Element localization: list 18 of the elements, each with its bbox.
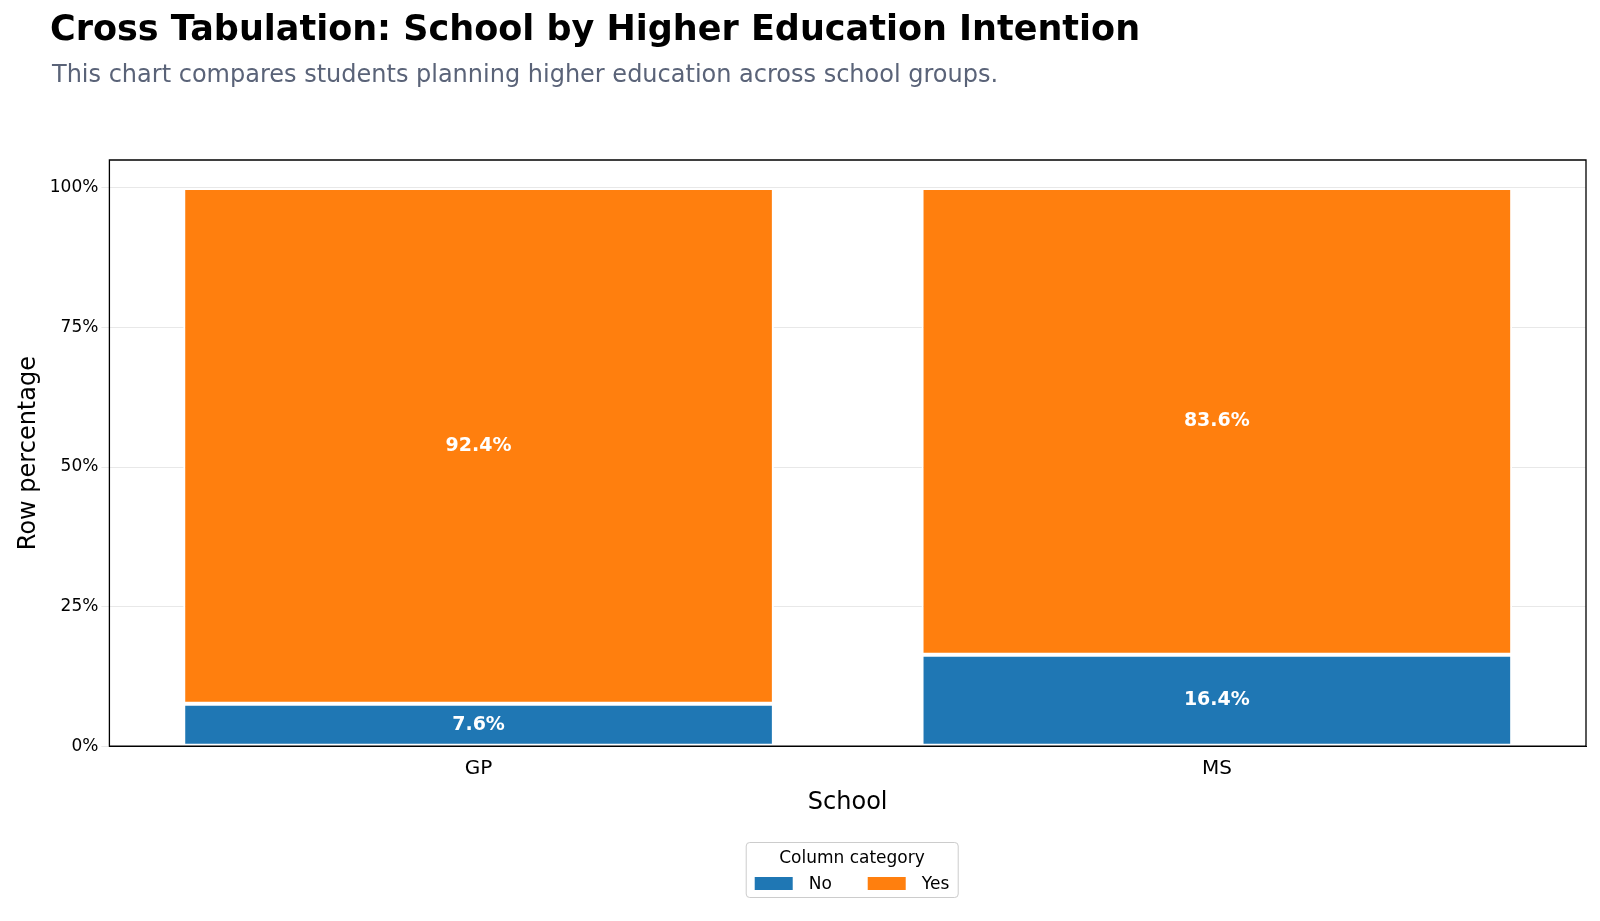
y-tick-label: 0% (71, 734, 99, 755)
legend-label: Yes (921, 873, 950, 893)
data-label: 92.4% (445, 432, 512, 455)
y-tick-label: 75% (60, 315, 99, 336)
chart-title: Cross Tabulation: School by Higher Education Intention (50, 8, 1141, 48)
legend-label: No (808, 873, 832, 893)
y-tick-label: 50% (60, 455, 99, 476)
y-tick-label: 100% (49, 176, 99, 197)
y-tick-label: 25% (60, 595, 99, 616)
x-tick-label: MS (1201, 755, 1232, 780)
data-label: 7.6% (452, 711, 505, 734)
x-axis-title: School (807, 786, 888, 815)
data-label: 16.4% (1183, 687, 1250, 710)
legend-title: Column category (778, 847, 926, 867)
data-label: 83.6% (1183, 408, 1250, 431)
x-tick-label: GP (464, 755, 493, 780)
chart-subtitle: This chart compares students planning higher education across school groups. (52, 60, 999, 88)
y-axis-title: Row percentage (12, 356, 41, 551)
